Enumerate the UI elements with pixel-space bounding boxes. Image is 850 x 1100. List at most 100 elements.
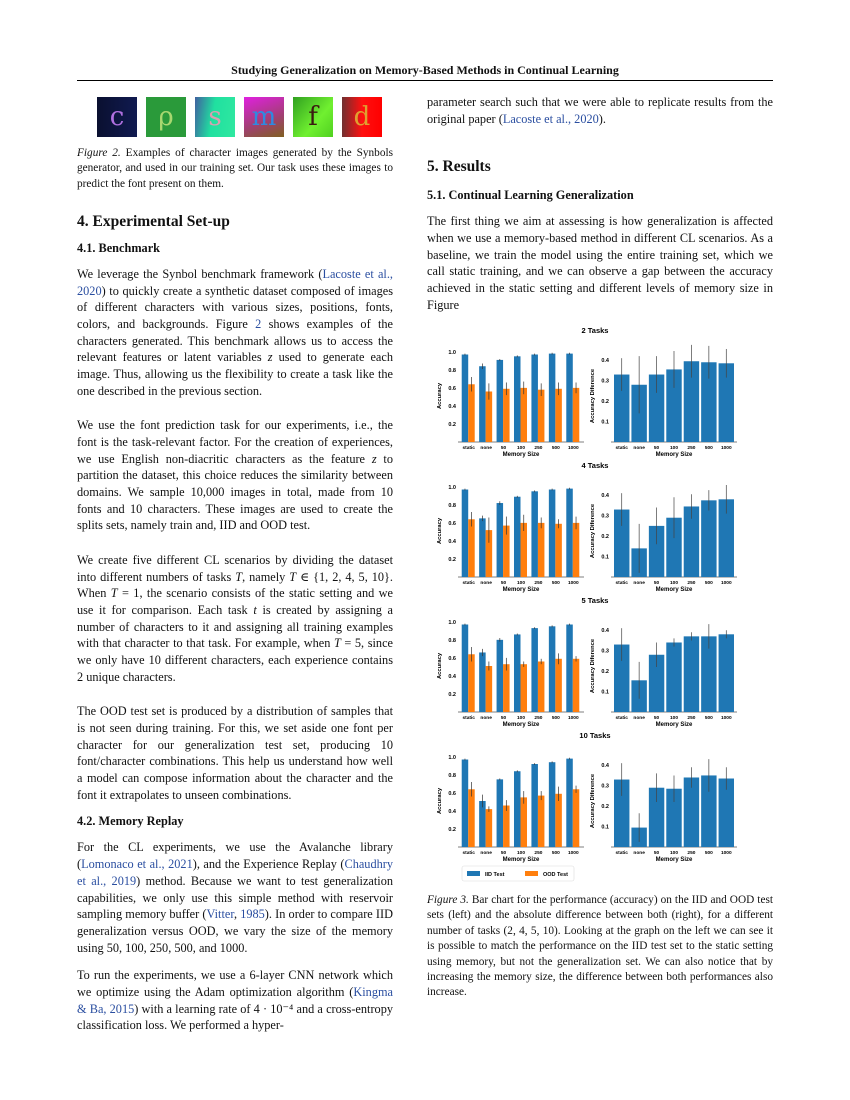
chart-title: 4 Tasks [582,461,609,470]
y-tick-label: 0.2 [601,399,609,405]
legend-label: IID Test [485,872,505,878]
chart-title: 5 Tasks [582,596,609,605]
y-tick-label: 0.6 [448,521,456,527]
x-tick-label: 500 [552,715,560,721]
y-tick-label: 0.4 [601,358,610,364]
iid-bar [461,489,469,577]
iid-bar [531,354,538,442]
y-tick-label: 0.1 [601,420,609,426]
y-tick-label: 0.2 [601,669,609,675]
iid-bar [566,353,573,442]
difference-bar [701,362,717,442]
text-run: The first thing we aim at assessing is h… [427,214,773,312]
y-tick-label: 0.2 [448,827,456,833]
iid-bar [461,624,469,712]
iid-bar [496,359,504,442]
text-run: , namely [242,569,290,584]
difference-bar [648,525,665,577]
x-tick-label: 1000 [721,715,732,721]
x-tick-label: 1000 [721,445,732,451]
figure-3-caption: Figure 3. Bar chart for the performance … [427,893,773,1001]
legend-frame [461,865,575,882]
iid-bar [496,779,504,847]
ood-bar [485,391,493,442]
iid-bar [514,771,521,847]
y-tick-label: 1.0 [448,485,456,491]
ood-bar [537,661,545,712]
y-tick-label: 1.0 [448,350,456,356]
ood-bar [503,525,510,577]
x-tick-label: static [462,715,475,721]
x-tick-label: 50 [501,445,507,451]
text-run: shows examples of the characters generat… [77,317,393,365]
citation-link[interactable]: Kingma & Ba, 2015 [77,984,393,1016]
chart-panel: 5 Tasks 0.2 0.4 0.6 0.8 1.0 static none 50 100 250… [437,596,737,728]
paragraph-hyperparameter: parameter search such that we were able … [427,94,773,127]
x-axis-label: Memory Size [656,587,693,593]
difference-bar [718,634,734,712]
citation-link[interactable]: Lacoste et al., 2020 [77,267,393,298]
paragraph-ood: The OOD test set is produced by a distri… [77,703,393,803]
citation-link[interactable]: Lacoste et al., 2020 [502,111,599,126]
math-symbol: z [371,451,377,466]
y-tick-label: 0.3 [601,784,609,790]
x-tick-label: 250 [534,580,542,586]
iid-bar [514,496,521,577]
text-run: We use the font prediction task for our … [77,418,393,466]
y-tick-label: 0.2 [448,422,456,428]
paragraph-training: To run the experiments, we use a 6-layer… [77,967,393,1034]
ood-bar [520,522,527,577]
x-axis-label: Memory Size [656,452,693,458]
x-tick-label: 500 [552,580,560,586]
paragraph-memory-replay: For the CL experiments, we use the Avala… [77,839,393,956]
y-tick-label: 0.4 [448,404,457,410]
citation-link[interactable]: 2 [255,317,262,332]
y-tick-label: 0.3 [601,514,609,520]
citation-link[interactable]: Lomonaco et al., 2021 [81,857,193,872]
citation-link[interactable]: 1985 [240,907,265,922]
y-tick-label: 0.1 [601,690,609,696]
x-tick-label: none [480,851,492,856]
ood-bar [572,522,580,577]
difference-bar [718,363,734,442]
text-run: ) with a learning rate of 4 · 10⁻⁴ and a… [77,1001,393,1033]
citation-link[interactable]: Vitter [206,907,234,922]
ood-bar [572,387,580,442]
x-tick-label: 100 [517,850,525,856]
iid-bar [514,634,521,712]
y-tick-label: 0.3 [601,379,609,385]
character-image: f [293,97,333,137]
citation-link[interactable]: Chaudhry et al., 2019 [77,857,393,888]
x-tick-label: 250 [534,445,542,451]
difference-bar [683,777,700,847]
x-axis-label: Memory Size [656,857,693,863]
iid-bar [531,764,538,847]
ood-bar [485,666,493,712]
iid-bar [566,624,573,712]
y-tick-label: 0.4 [448,539,457,545]
difference-bar [614,374,630,442]
difference-bar [683,361,700,442]
x-axis-label: Memory Size [503,857,540,863]
math-symbol: T [333,636,341,651]
iid-bar [461,354,469,442]
ood-bar [520,664,527,712]
y-axis-label: Accuracy [437,787,443,814]
paragraph-benchmark: We leverage the Synbol benchmark framewo… [77,266,393,399]
iid-bar [548,762,556,847]
text-run: The OOD test set is produced by a distri… [77,704,393,802]
x-tick-label: 250 [534,850,542,856]
ood-bar [555,658,562,712]
x-tick-label: 50 [501,715,507,721]
y-tick-label: 0.3 [601,649,609,655]
paragraph-font-task: We use the font prediction task for our … [77,417,393,534]
x-tick-label: 1000 [568,850,579,856]
y-axis-label: Accuracy Diference [590,773,596,828]
y-tick-label: 0.8 [448,638,456,644]
x-tick-label: 500 [705,715,713,721]
chart-title: 10 Tasks [579,731,610,740]
text-run: ). In order to compare IID generalizatio… [77,907,393,955]
x-tick-label: none [633,851,645,856]
x-tick-label: 500 [552,850,560,856]
